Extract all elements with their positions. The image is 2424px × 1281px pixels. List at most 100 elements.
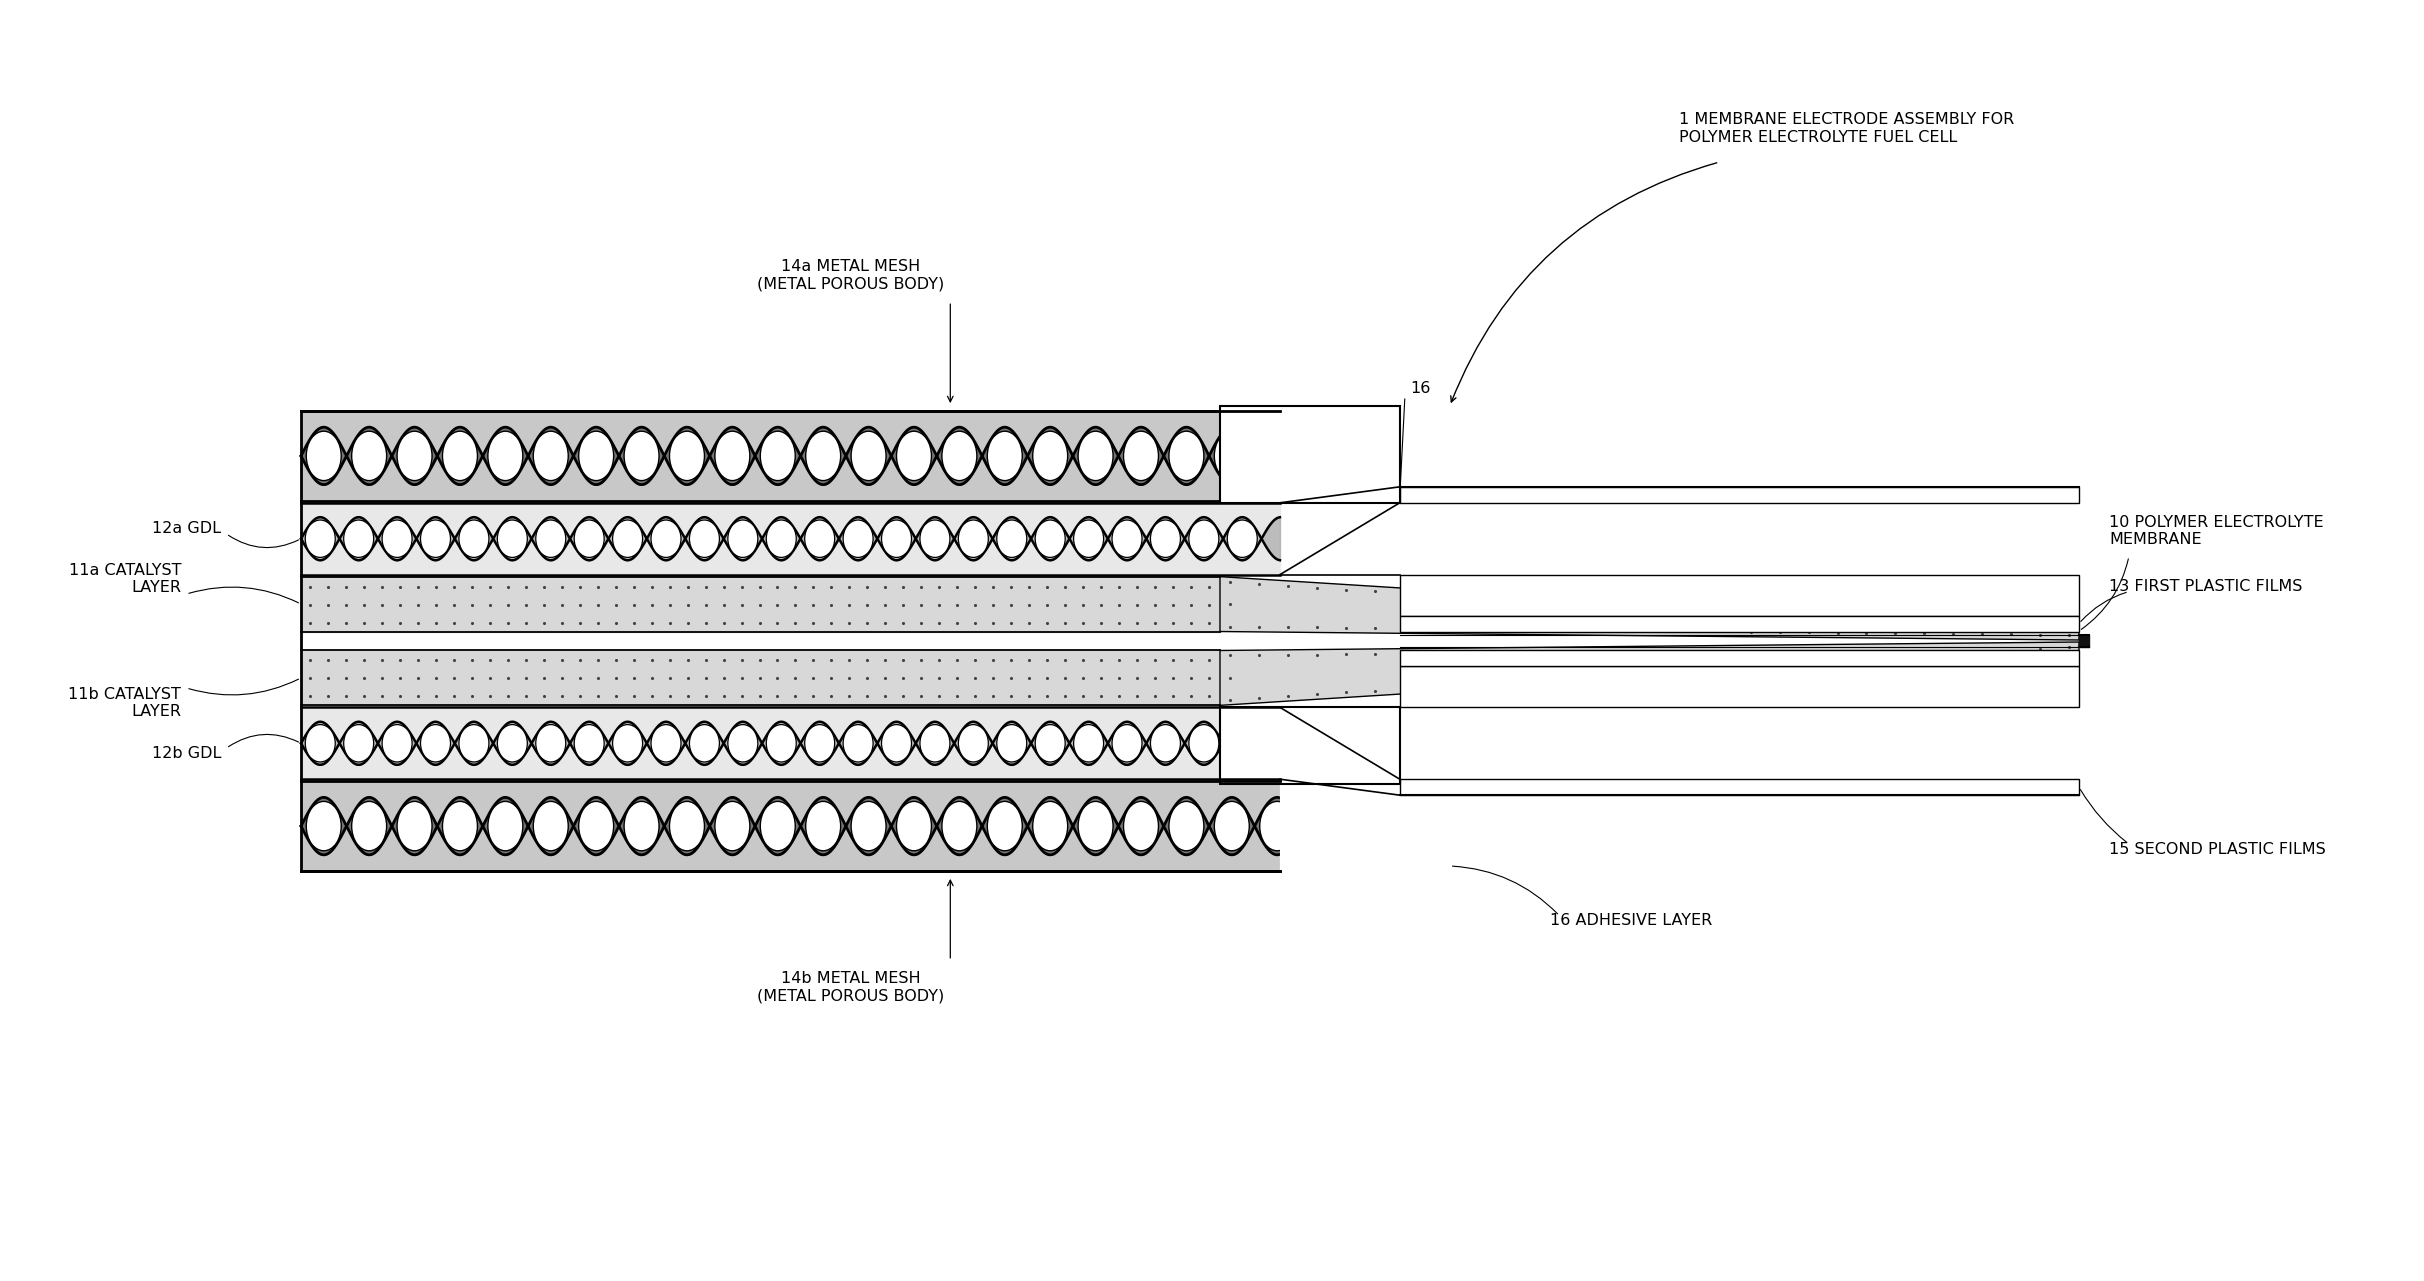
Ellipse shape [805, 520, 834, 557]
Ellipse shape [383, 520, 412, 557]
Ellipse shape [652, 520, 681, 557]
Ellipse shape [579, 802, 613, 851]
Ellipse shape [766, 520, 795, 557]
Ellipse shape [1079, 802, 1113, 851]
Bar [1399, 779, 2080, 796]
Bar [1399, 651, 2080, 666]
Ellipse shape [897, 432, 931, 480]
Ellipse shape [1035, 520, 1064, 557]
Text: 11b CATALYST
LAYER: 11b CATALYST LAYER [68, 687, 182, 719]
Ellipse shape [536, 725, 565, 762]
Ellipse shape [623, 432, 659, 480]
Ellipse shape [996, 725, 1028, 762]
Text: 1 MEMBRANE ELECTRODE ASSEMBLY FOR
POLYMER ELECTROLYTE FUEL CELL: 1 MEMBRANE ELECTRODE ASSEMBLY FOR POLYME… [1680, 113, 2014, 145]
Ellipse shape [487, 432, 524, 480]
Ellipse shape [943, 802, 977, 851]
Ellipse shape [574, 520, 604, 557]
Ellipse shape [497, 520, 528, 557]
Text: 10 POLYMER ELECTROLYTE
MEMBRANE: 10 POLYMER ELECTROLYTE MEMBRANE [2109, 515, 2325, 547]
Ellipse shape [305, 725, 335, 762]
Ellipse shape [623, 802, 659, 851]
Ellipse shape [533, 802, 567, 851]
Ellipse shape [419, 725, 451, 762]
Ellipse shape [1151, 725, 1180, 762]
Bar [1399, 487, 2080, 503]
Ellipse shape [344, 520, 373, 557]
Ellipse shape [761, 432, 795, 480]
Ellipse shape [305, 802, 342, 851]
Ellipse shape [1122, 802, 1159, 851]
Ellipse shape [1214, 802, 1248, 851]
Ellipse shape [536, 520, 565, 557]
Ellipse shape [1214, 432, 1248, 480]
Ellipse shape [805, 725, 834, 762]
Ellipse shape [805, 432, 841, 480]
Text: 16 ADHESIVE LAYER: 16 ADHESIVE LAYER [1549, 913, 1711, 929]
Ellipse shape [398, 802, 431, 851]
Ellipse shape [897, 802, 931, 851]
Ellipse shape [305, 432, 342, 480]
Text: 16: 16 [1411, 380, 1430, 396]
Ellipse shape [351, 802, 388, 851]
Ellipse shape [766, 725, 795, 762]
Ellipse shape [1074, 520, 1103, 557]
Ellipse shape [1113, 520, 1142, 557]
Ellipse shape [957, 725, 989, 762]
Ellipse shape [1079, 432, 1113, 480]
Ellipse shape [1113, 725, 1142, 762]
Ellipse shape [419, 520, 451, 557]
Ellipse shape [1188, 725, 1219, 762]
Ellipse shape [727, 520, 759, 557]
Ellipse shape [497, 725, 528, 762]
Ellipse shape [613, 725, 642, 762]
Ellipse shape [987, 802, 1023, 851]
Text: 15 SECOND PLASTIC FILMS: 15 SECOND PLASTIC FILMS [2109, 842, 2325, 857]
Ellipse shape [1260, 432, 1294, 480]
Ellipse shape [487, 802, 524, 851]
Ellipse shape [1227, 725, 1258, 762]
Ellipse shape [1122, 432, 1159, 480]
Bar [1219, 406, 1399, 503]
Bar [1399, 575, 2080, 616]
Ellipse shape [921, 725, 950, 762]
Ellipse shape [1035, 725, 1064, 762]
Ellipse shape [1168, 432, 1205, 480]
Ellipse shape [943, 432, 977, 480]
Bar [1399, 666, 2080, 707]
Ellipse shape [398, 432, 431, 480]
Ellipse shape [921, 520, 950, 557]
Ellipse shape [1033, 802, 1067, 851]
Ellipse shape [613, 520, 642, 557]
Text: 14a METAL MESH
(METAL POROUS BODY): 14a METAL MESH (METAL POROUS BODY) [756, 259, 943, 291]
Bar [1399, 616, 2080, 632]
Ellipse shape [688, 725, 720, 762]
Text: 12a GDL: 12a GDL [153, 521, 221, 537]
Ellipse shape [1168, 802, 1205, 851]
Ellipse shape [715, 432, 749, 480]
Ellipse shape [957, 520, 989, 557]
Ellipse shape [1188, 520, 1219, 557]
Bar [1219, 707, 1399, 784]
Polygon shape [1280, 380, 1399, 501]
Polygon shape [1219, 642, 2080, 706]
Ellipse shape [688, 520, 720, 557]
Ellipse shape [1033, 432, 1067, 480]
Text: 13 FIRST PLASTIC FILMS: 13 FIRST PLASTIC FILMS [2109, 579, 2303, 594]
Text: 12b GDL: 12b GDL [153, 746, 221, 761]
Ellipse shape [1074, 725, 1103, 762]
Ellipse shape [987, 432, 1023, 480]
Ellipse shape [851, 802, 887, 851]
Ellipse shape [1260, 802, 1294, 851]
Ellipse shape [579, 432, 613, 480]
Ellipse shape [882, 520, 911, 557]
Ellipse shape [805, 802, 841, 851]
Ellipse shape [761, 802, 795, 851]
Ellipse shape [444, 432, 478, 480]
Ellipse shape [996, 520, 1028, 557]
Ellipse shape [844, 520, 873, 557]
Ellipse shape [1227, 520, 1258, 557]
Ellipse shape [533, 432, 567, 480]
Ellipse shape [844, 725, 873, 762]
Ellipse shape [1151, 520, 1180, 557]
Ellipse shape [444, 802, 478, 851]
